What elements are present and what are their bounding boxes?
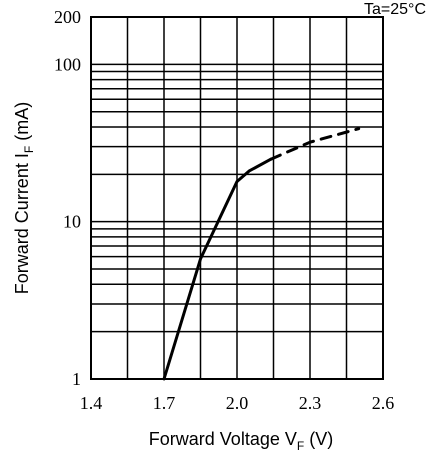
y-tick-label: 100 <box>54 54 81 74</box>
x-tick-label: 1.7 <box>153 393 176 413</box>
curve-dashed <box>269 127 361 161</box>
y-axis-label: Forward Current IF (mA) <box>12 102 36 294</box>
y-axis-label-unit: (mA) <box>12 102 32 146</box>
y-axis-label-symbol: I <box>12 153 32 158</box>
y-axis-label-subscript: F <box>22 146 36 153</box>
x-axis-label-main: Forward Voltage <box>149 429 285 449</box>
x-axis-label-symbol: V <box>285 429 297 449</box>
x-axis-label-unit: (V) <box>304 429 333 449</box>
x-tick-label: 2.6 <box>372 393 395 413</box>
curve-solid <box>162 157 273 381</box>
x-tick-label: 2.0 <box>226 393 249 413</box>
x-axis-label-subscript: F <box>297 439 304 453</box>
x-tick-label: 2.3 <box>299 393 322 413</box>
y-tick-label: 10 <box>63 212 81 232</box>
y-tick-label: 200 <box>54 7 81 27</box>
tick-layer: 1.4 1.7 2.0 2.3 2.6 1 10 100 200 <box>54 7 394 413</box>
x-tick-label: 1.4 <box>80 393 103 413</box>
y-tick-label: 1 <box>72 369 81 389</box>
x-axis-label: Forward Voltage VF (V) <box>149 429 333 453</box>
grid-layer <box>90 16 384 380</box>
series-layer <box>162 127 361 381</box>
y-axis-label-main: Forward Current <box>12 158 32 294</box>
condition-label: Ta=25°C <box>364 1 426 18</box>
